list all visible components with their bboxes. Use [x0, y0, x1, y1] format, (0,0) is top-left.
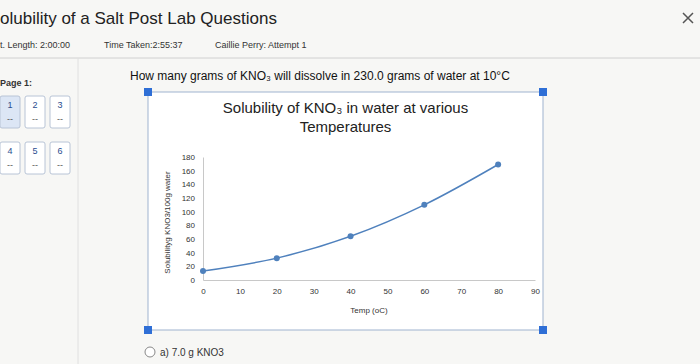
y-tick: 140: [182, 180, 203, 189]
y-tick: 180: [182, 153, 203, 162]
option-radio[interactable]: [145, 347, 155, 357]
x-tick-label: 50: [383, 287, 392, 296]
question-status[interactable]: --: [32, 114, 38, 124]
x-tick: 40: [347, 280, 356, 296]
y-tick: 80: [186, 221, 203, 230]
x-tick: 90: [531, 280, 540, 296]
chart-frame: [148, 92, 543, 330]
background: [0, 0, 700, 364]
time-taken: Time Taken:2:55:37: [104, 40, 183, 50]
x-axis: 0 10 20 30 40 50 60 70 80 90: [201, 280, 540, 296]
x-tick: 30: [310, 280, 319, 296]
data-point: [421, 202, 427, 208]
header-title: olubility of a Salt Post Lab Questions: [0, 9, 277, 28]
y-tick-label: 60: [186, 235, 195, 244]
question-button[interactable]: 1 --: [0, 96, 20, 128]
x-tick: 60: [420, 280, 429, 296]
question-status[interactable]: --: [57, 160, 63, 170]
test-length: t. Length: 2:00:00: [0, 40, 70, 50]
chart-title-line: Solubility of KNO₃ in water at various: [223, 99, 468, 116]
x-tick-label: 80: [494, 287, 503, 296]
question-button[interactable]: 2 --: [25, 96, 45, 128]
x-tick: 0: [201, 280, 206, 296]
y-tick-label: 140: [182, 180, 196, 189]
page: olubility of a Salt Post Lab Questions t.…: [0, 0, 700, 364]
y-axis-line: [203, 158, 204, 281]
data-point: [274, 255, 280, 261]
x-tick-label: 20: [273, 287, 282, 296]
chart-title: Solubility of KNO₃ in water at various Te…: [223, 99, 468, 135]
x-axis-title: Temp (oC): [350, 306, 388, 315]
x-tick: 50: [383, 280, 392, 296]
x-tick-label: 70: [457, 287, 466, 296]
option-text[interactable]: a) 7.0 g KNO3: [160, 347, 224, 358]
question-button[interactable]: 4 --: [0, 142, 20, 174]
plot-area: [200, 162, 501, 275]
resize-handle: [144, 88, 152, 96]
y-tick-label: 20: [186, 262, 195, 271]
y-tick: 100: [182, 208, 203, 217]
question-number[interactable]: 2: [32, 100, 37, 110]
question-number[interactable]: 6: [57, 146, 62, 156]
question-status[interactable]: --: [57, 114, 63, 124]
x-tick-label: 10: [236, 287, 245, 296]
question-number[interactable]: 3: [57, 100, 62, 110]
y-axis-title: Solubilityg KNO3/100g water: [163, 171, 172, 274]
y-tick-label: 0: [191, 276, 196, 285]
data-line: [203, 165, 498, 272]
y-axis: 0 20 40 60 80 100 120 140 160 180: [182, 153, 204, 285]
resize-handle: [144, 326, 152, 334]
question-box[interactable]: [50, 142, 70, 174]
x-tick: 70: [457, 280, 466, 296]
sidebar-divider: [78, 58, 79, 364]
question-box[interactable]: [25, 142, 45, 174]
y-tick-label: 40: [186, 249, 195, 258]
x-tick: 80: [494, 280, 503, 296]
question-button[interactable]: 3 --: [50, 96, 70, 128]
y-tick-label: 120: [182, 194, 196, 203]
x-tick-label: 40: [347, 287, 356, 296]
question-text: How many grams of KNO₃ will dissolve in …: [130, 69, 510, 83]
x-tick-label: 0: [201, 287, 206, 296]
x-tick-label: 30: [310, 287, 319, 296]
y-tick: 0: [191, 276, 203, 285]
chart-title-line: Temperatures: [300, 118, 392, 135]
x-tick-label: 60: [420, 287, 429, 296]
question-box[interactable]: [50, 96, 70, 128]
question-status[interactable]: --: [7, 160, 13, 170]
resize-handle: [539, 88, 547, 96]
y-tick: 40: [186, 249, 203, 258]
y-tick: 160: [182, 167, 203, 176]
question-button[interactable]: 6 --: [50, 142, 70, 174]
question-number[interactable]: 4: [7, 146, 12, 156]
y-tick: 120: [182, 194, 203, 203]
question-number[interactable]: 1: [7, 100, 12, 110]
x-tick: 10: [236, 280, 245, 296]
close-icon[interactable]: [683, 13, 693, 23]
header-divider: [0, 58, 700, 59]
question-box[interactable]: [0, 142, 20, 174]
data-point: [348, 233, 354, 239]
attempt: Caillie Perry: Attempt 1: [215, 40, 307, 50]
question-box[interactable]: [25, 96, 45, 128]
data-point: [495, 162, 501, 168]
question-button[interactable]: 5 --: [25, 142, 45, 174]
question-status[interactable]: --: [7, 114, 13, 124]
question-status[interactable]: --: [32, 160, 38, 170]
x-axis-line: [204, 280, 536, 281]
x-tick: 20: [273, 280, 282, 296]
question-box[interactable]: [0, 96, 20, 128]
x-tick-label: 90: [531, 287, 540, 296]
y-tick-label: 100: [182, 208, 196, 217]
page-label: Page 1:: [0, 78, 32, 88]
question-number[interactable]: 5: [32, 146, 37, 156]
y-tick-label: 180: [182, 153, 196, 162]
data-point: [200, 268, 206, 274]
y-tick: 60: [186, 235, 203, 244]
y-tick-label: 80: [186, 221, 195, 230]
resize-handle: [539, 326, 547, 334]
y-tick-label: 160: [182, 167, 196, 176]
